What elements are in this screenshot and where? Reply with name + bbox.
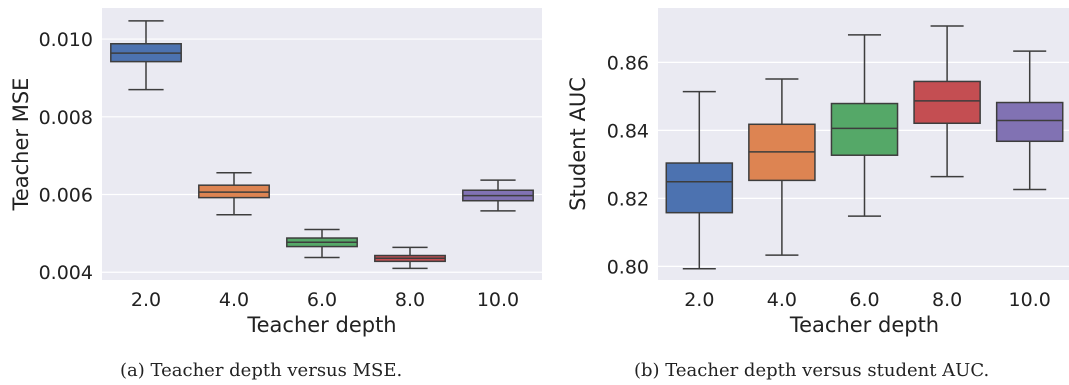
box-iqr <box>913 80 981 125</box>
y-tick-label: 0.008 <box>39 107 93 129</box>
x-tick-label: 8.0 <box>395 289 425 311</box>
box-6.0 <box>286 228 358 259</box>
y-tick-label: 0.006 <box>39 185 93 207</box>
x-axis-label: Teacher depth <box>789 313 939 337</box>
box-4.0 <box>198 172 270 216</box>
chart-panel-a: 0.004 0.006 0.008 0.010 2.0 4.0 6.0 8.0 10.0 Teac… <box>9 8 542 337</box>
y-tick-label: 0.82 <box>607 188 649 210</box>
y-tick-label: 0.86 <box>607 52 649 74</box>
box-iqr <box>830 102 899 156</box>
box-6.0 <box>830 34 899 217</box>
box-8.0 <box>913 25 981 178</box>
box-10.0 <box>995 50 1064 191</box>
box-iqr <box>198 184 270 199</box>
x-tick-label: 10.0 <box>477 289 519 311</box>
box-4.0 <box>748 78 816 256</box>
box-10.0 <box>462 179 534 212</box>
y-tick-label: 0.84 <box>607 120 649 142</box>
box-iqr <box>665 162 734 214</box>
y-tick-label: 0.010 <box>39 29 93 51</box>
x-tick-label: 2.0 <box>684 289 714 311</box>
x-tick-label: 4.0 <box>767 289 797 311</box>
caption-b: (b) Teacher depth versus student AUC. <box>634 360 990 381</box>
x-tick-label: 10.0 <box>1009 289 1051 311</box>
box-iqr <box>995 101 1064 143</box>
x-axis-label: Teacher depth <box>246 313 396 337</box>
x-tick-label: 6.0 <box>307 289 337 311</box>
y-axis-label: Student AUC <box>566 77 590 211</box>
box-8.0 <box>374 246 446 270</box>
y-tick-label: 0.80 <box>607 256 649 278</box>
y-tick-label: 0.004 <box>39 262 93 284</box>
box-2.0 <box>665 90 734 270</box>
box-2.0 <box>110 20 182 91</box>
x-tick-label: 6.0 <box>849 289 879 311</box>
caption-a: (a) Teacher depth versus MSE. <box>120 360 403 381</box>
y-axis-label: Teacher MSE <box>9 78 33 212</box>
x-tick-label: 8.0 <box>932 289 962 311</box>
chart-panel-b: 0.80 0.82 0.84 0.86 2.0 4.0 6.0 8.0 10.0 Teacher … <box>566 8 1069 337</box>
x-tick-label: 4.0 <box>219 289 249 311</box>
x-tick-label: 2.0 <box>131 289 161 311</box>
